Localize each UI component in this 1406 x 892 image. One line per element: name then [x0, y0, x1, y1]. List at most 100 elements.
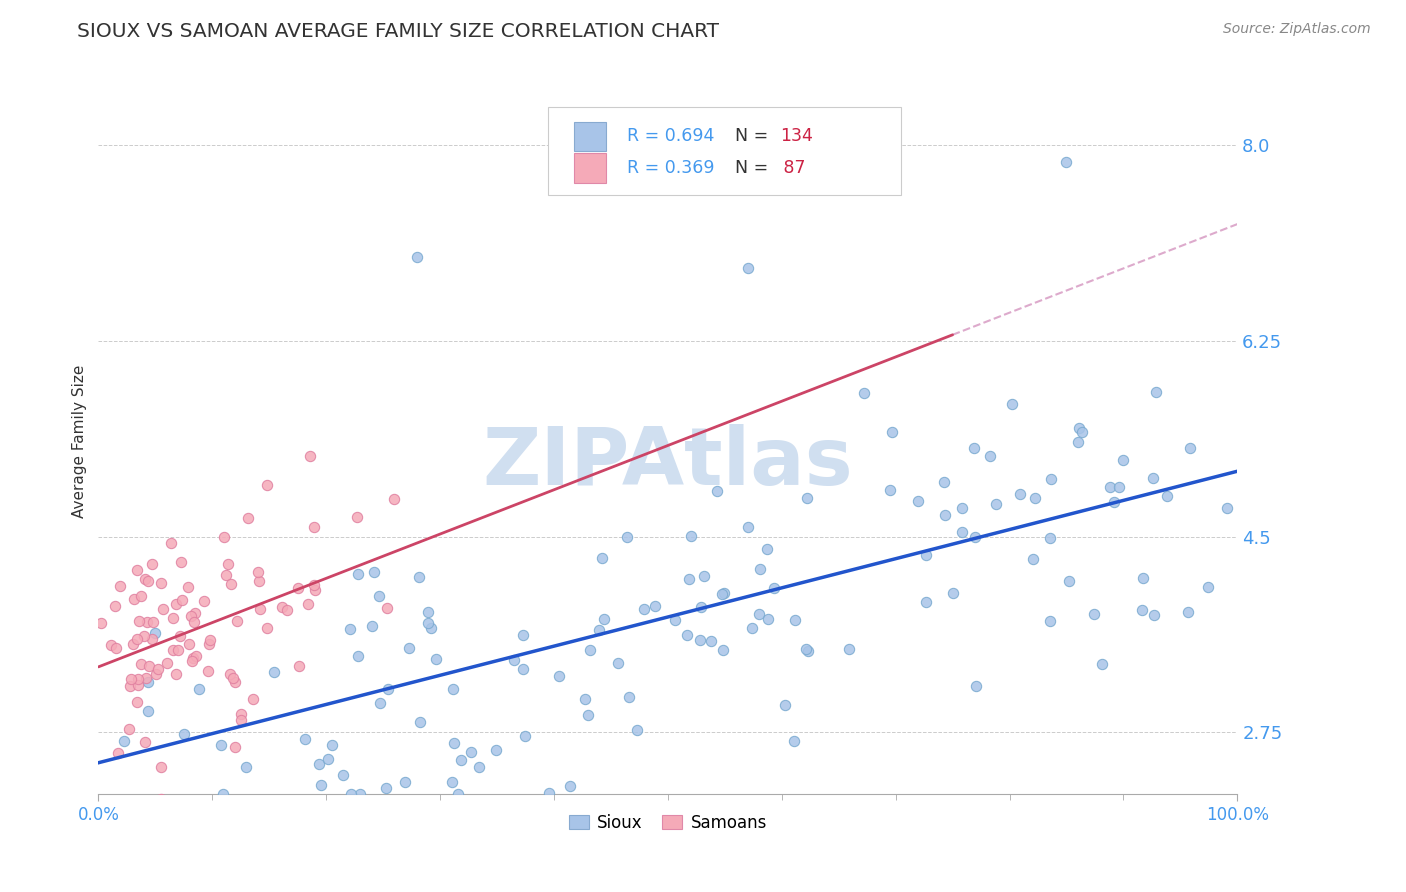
- Point: [382, 491, 405, 506]
- Point: [127, 563, 149, 577]
- Point: [441, 775, 464, 789]
- Point: [122, 591, 145, 606]
- Point: [127, 632, 149, 647]
- Point: [212, 530, 235, 544]
- Point: [347, 648, 370, 663]
- Point: [127, 673, 149, 687]
- Point: [302, 520, 325, 534]
- Point: [181, 651, 204, 665]
- Point: [160, 535, 183, 549]
- Point: [165, 597, 187, 611]
- Point: [515, 729, 537, 743]
- Point: [1024, 491, 1046, 505]
- Point: [748, 607, 770, 622]
- Text: ZIPAtlas: ZIPAtlas: [482, 424, 853, 501]
- Point: [1216, 500, 1239, 515]
- Point: [368, 697, 391, 711]
- Point: [1059, 574, 1081, 589]
- Point: [170, 592, 193, 607]
- Point: [880, 425, 903, 439]
- Point: [136, 574, 159, 589]
- Point: [136, 674, 159, 689]
- Point: [879, 483, 901, 498]
- Point: [591, 550, 613, 565]
- Point: [1071, 425, 1094, 440]
- Point: [276, 603, 298, 617]
- Point: [120, 679, 142, 693]
- Point: [304, 582, 326, 597]
- Text: R = 0.694: R = 0.694: [627, 128, 714, 145]
- Point: [558, 779, 581, 793]
- Point: [934, 508, 956, 523]
- Point: [167, 643, 190, 657]
- Point: [755, 541, 778, 556]
- Text: 87: 87: [779, 159, 806, 178]
- Point: [713, 586, 735, 600]
- Point: [626, 723, 648, 737]
- Point: [984, 497, 1007, 511]
- Point: [1143, 607, 1166, 622]
- Point: [689, 632, 711, 647]
- Point: [368, 589, 391, 603]
- Point: [165, 666, 187, 681]
- Point: [1083, 607, 1105, 621]
- Point: [141, 557, 163, 571]
- Point: [1177, 605, 1199, 619]
- Point: [785, 613, 807, 627]
- Point: [224, 740, 246, 755]
- Point: [468, 760, 491, 774]
- Point: [419, 621, 441, 635]
- Point: [118, 723, 141, 737]
- Point: [1067, 435, 1090, 450]
- Point: [607, 656, 630, 670]
- Point: [1197, 581, 1219, 595]
- Point: [183, 615, 205, 629]
- Point: [375, 780, 398, 795]
- Point: [963, 441, 986, 455]
- Point: [256, 477, 278, 491]
- Point: [134, 735, 156, 749]
- Point: [450, 753, 472, 767]
- Point: [512, 662, 534, 676]
- Point: [616, 530, 638, 544]
- Point: [394, 774, 416, 789]
- Point: [398, 640, 420, 655]
- Point: [1039, 531, 1062, 545]
- Point: [942, 586, 965, 600]
- Point: [177, 637, 200, 651]
- Point: [145, 667, 167, 681]
- Legend: Sioux, Samoans: Sioux, Samoans: [562, 807, 773, 838]
- Point: [1008, 487, 1031, 501]
- Point: [297, 597, 319, 611]
- Point: [763, 582, 786, 596]
- Point: [797, 644, 820, 658]
- Point: [150, 792, 173, 806]
- Point: [104, 640, 127, 655]
- Point: [249, 601, 271, 615]
- Point: [156, 656, 179, 670]
- Point: [416, 615, 439, 630]
- Point: [1054, 155, 1078, 169]
- Point: [107, 746, 129, 760]
- Point: [146, 662, 169, 676]
- Point: [932, 475, 955, 489]
- Point: [408, 715, 430, 730]
- Point: [128, 614, 150, 628]
- Point: [209, 738, 232, 752]
- Point: [90, 615, 112, 630]
- Point: [212, 787, 235, 801]
- Point: [1108, 480, 1130, 494]
- Point: [173, 727, 195, 741]
- Point: [737, 520, 759, 534]
- Point: [710, 587, 733, 601]
- Point: [416, 605, 439, 619]
- Point: [706, 484, 728, 499]
- Point: [963, 530, 986, 544]
- Point: [193, 594, 215, 608]
- Point: [135, 615, 157, 629]
- Point: [633, 602, 655, 616]
- Point: [242, 691, 264, 706]
- Point: [1142, 471, 1164, 485]
- Point: [346, 509, 368, 524]
- Point: [263, 665, 285, 680]
